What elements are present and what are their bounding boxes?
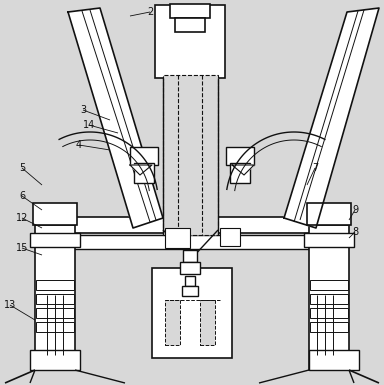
Bar xyxy=(309,225,349,370)
Bar xyxy=(182,286,198,296)
Bar xyxy=(200,300,215,345)
Bar xyxy=(170,4,210,18)
Bar xyxy=(310,294,348,304)
Bar xyxy=(183,250,197,262)
Bar xyxy=(185,276,195,286)
Bar xyxy=(163,75,218,235)
Bar xyxy=(152,268,232,358)
Text: 13: 13 xyxy=(4,300,16,310)
Bar xyxy=(45,235,339,249)
Text: 12: 12 xyxy=(16,213,28,223)
Bar xyxy=(130,147,158,165)
Text: 5: 5 xyxy=(19,163,25,173)
Text: 8: 8 xyxy=(352,227,358,237)
Bar xyxy=(30,233,80,247)
Bar xyxy=(36,294,74,304)
Bar xyxy=(36,280,74,290)
Bar xyxy=(226,147,254,165)
Polygon shape xyxy=(130,165,152,175)
Bar xyxy=(310,308,348,318)
Bar xyxy=(33,203,77,225)
Bar xyxy=(310,280,348,290)
Bar xyxy=(230,163,250,183)
Bar xyxy=(309,350,359,370)
Polygon shape xyxy=(284,8,379,228)
Text: 3: 3 xyxy=(80,105,86,115)
Text: 9: 9 xyxy=(352,205,358,215)
Bar xyxy=(36,308,74,318)
Text: 14: 14 xyxy=(83,120,95,130)
Bar xyxy=(36,322,74,332)
Bar xyxy=(165,228,190,248)
Text: 15: 15 xyxy=(16,243,28,253)
Bar xyxy=(220,228,240,246)
Bar xyxy=(175,18,205,32)
Bar xyxy=(155,5,225,78)
Bar xyxy=(35,225,75,370)
Bar xyxy=(307,203,351,225)
Text: 6: 6 xyxy=(19,191,25,201)
Bar xyxy=(134,163,154,183)
Text: 7: 7 xyxy=(312,163,318,173)
Bar xyxy=(30,350,80,370)
Bar xyxy=(304,233,354,247)
Bar xyxy=(310,322,348,332)
Text: 4: 4 xyxy=(76,140,82,150)
Text: 2: 2 xyxy=(147,7,153,17)
Bar xyxy=(165,300,180,345)
Polygon shape xyxy=(68,8,163,228)
Polygon shape xyxy=(232,165,254,175)
Bar xyxy=(180,262,200,274)
Bar xyxy=(45,217,339,233)
